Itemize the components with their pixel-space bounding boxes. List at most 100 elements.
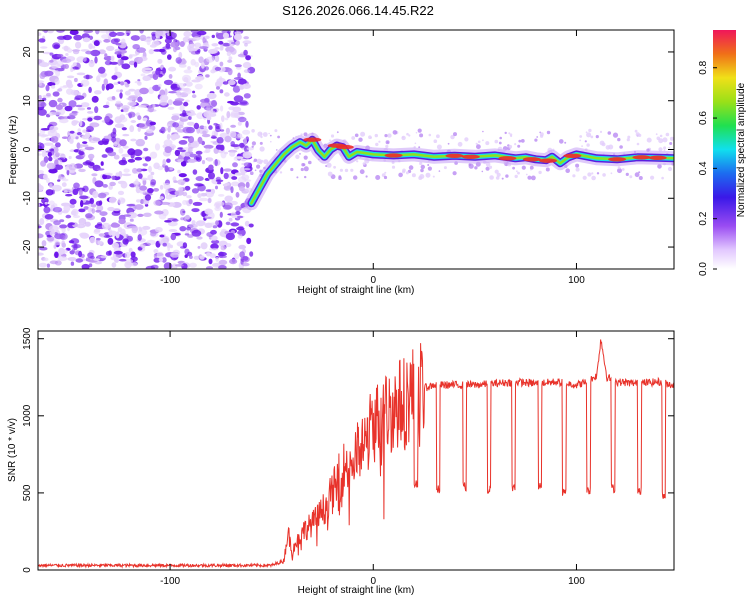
colorbar-tick-label: 0.0 [698,262,709,276]
noise-speck [153,257,161,263]
noise-speck [75,136,79,140]
noise-speck [183,30,192,38]
noise-speck [137,96,143,103]
ridge-speck [659,134,663,138]
ridge-speck [387,133,392,138]
noise-speck [76,142,81,149]
noise-speck [203,144,214,149]
noise-speck [197,193,202,199]
noise-speck [196,105,201,110]
noise-speck [61,58,72,64]
noise-speck [92,190,99,199]
noise-speck [136,199,141,203]
noise-speck [87,252,94,259]
noise-speck [56,53,64,58]
snr-line [38,339,674,569]
noise-speck [59,219,65,223]
noise-speck [223,172,229,180]
noise-speck [137,127,141,132]
noise-speck [38,184,44,192]
ridge-speck [436,144,442,150]
ridge-speck [401,135,406,141]
noise-speck [44,214,54,220]
noise-speck [184,233,190,236]
ridge-speck [256,164,261,169]
noise-speck [67,135,74,143]
noise-speck [100,255,108,259]
noise-speck [222,183,228,187]
noise-speck [222,81,229,85]
ridge-speck [276,149,278,151]
noise-speck [110,131,117,139]
noise-speck [238,244,246,250]
noise-speck [46,234,52,238]
ridge-speck [579,139,582,142]
noise-speck [178,51,183,59]
noise-speck [159,234,165,238]
noise-speck [103,78,109,86]
noise-speck [163,79,174,86]
noise-speck [38,252,44,256]
noise-speck [111,136,117,143]
noise-speck [123,214,132,217]
noise-speck [57,179,61,182]
noise-speck [134,80,142,84]
ridge-speck [414,142,417,145]
ridge-speck [354,133,359,138]
noise-speck [245,181,250,189]
noise-speck [85,129,92,133]
noise-speck [93,115,103,121]
noise-speck [67,115,76,120]
noise-speck [159,184,164,190]
ridge-speck [406,132,409,136]
ridge-speck [304,175,307,179]
noise-speck [175,126,181,131]
ridge-speck [638,176,643,180]
ridge-speck [627,135,631,139]
noise-speck [115,42,122,46]
noise-speck [216,86,220,90]
snr-y-ticks: 0 500 1000 1500 [22,327,674,573]
noise-speck [45,84,50,92]
noise-speck [63,205,71,213]
noise-speck [217,181,222,185]
noise-speck [97,192,107,199]
ridge-speck [360,131,366,137]
noise-speck [147,174,154,181]
ridge-speck [447,142,450,145]
ridge-speck [254,169,257,172]
ridge-speck [590,135,594,139]
noise-speck [95,209,102,213]
noise-speck [190,140,200,148]
noise-speck [130,138,137,142]
noise-speck [64,105,73,112]
ridge-speck [279,171,283,174]
noise-speck [172,122,180,128]
noise-speck [83,30,93,34]
noise-speck [138,123,149,129]
noise-speck [130,105,136,110]
ridge-speck [427,164,430,166]
noise-speck [157,166,164,171]
noise-speck [146,239,156,245]
ridge-speck [607,131,612,135]
noise-speck [234,205,242,212]
spectral-ridge [244,132,674,211]
colorbar-ticks: 0.0 0.2 0.4 0.6 0.8 [698,60,717,276]
noise-speck [113,82,119,85]
noise-speck [111,175,116,180]
ridge-speck [621,168,625,171]
noise-speck [41,151,47,158]
ridge-speck [385,144,389,149]
noise-speck [45,189,54,196]
noise-speck [149,151,158,159]
noise-speck [118,170,123,178]
ridge-speck [514,143,517,146]
noise-speck [206,92,217,100]
noise-speck [193,122,200,130]
noise-speck [94,56,98,64]
ridge-speck [638,171,641,174]
noise-speck [134,156,143,161]
noise-speck [153,253,157,259]
ridge-speck [655,133,658,136]
